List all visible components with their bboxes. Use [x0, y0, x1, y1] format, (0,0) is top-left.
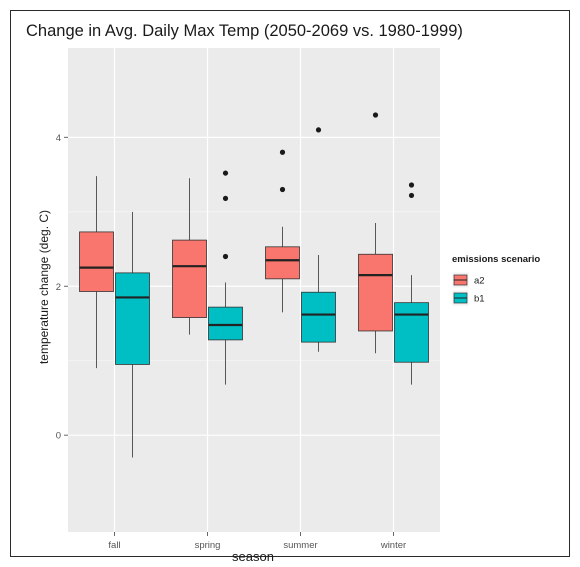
x-tick-label: fall [108, 540, 120, 551]
legend-label-b1: b1 [474, 294, 485, 305]
box-b1-spring [209, 307, 243, 340]
box-a2-fall [80, 232, 114, 292]
x-tick-label: spring [195, 540, 221, 551]
outlier-point [223, 170, 228, 175]
legend-title: emissions scenario [452, 254, 540, 265]
outlier-point [316, 127, 321, 132]
box-b1-fall [116, 273, 150, 365]
outlier-point [409, 193, 414, 198]
x-tick-label: summer [283, 540, 317, 551]
outlier-point [280, 150, 285, 155]
y-tick-label: 0 [56, 431, 61, 442]
outlier-point [223, 254, 228, 259]
y-tick-label: 2 [56, 282, 61, 293]
box-a2-spring [173, 240, 207, 317]
x-tick-label: winter [380, 540, 406, 551]
box-a2-winter [359, 254, 393, 331]
y-tick-label: 4 [56, 133, 61, 144]
outlier-point [280, 187, 285, 192]
box-b1-winter [395, 303, 429, 363]
outlier-point [373, 112, 378, 117]
outlier-point [223, 196, 228, 201]
outlier-point [409, 182, 414, 187]
legend-label-a2: a2 [474, 276, 485, 287]
box-b1-summer [302, 292, 336, 342]
box-a2-summer [266, 247, 300, 279]
